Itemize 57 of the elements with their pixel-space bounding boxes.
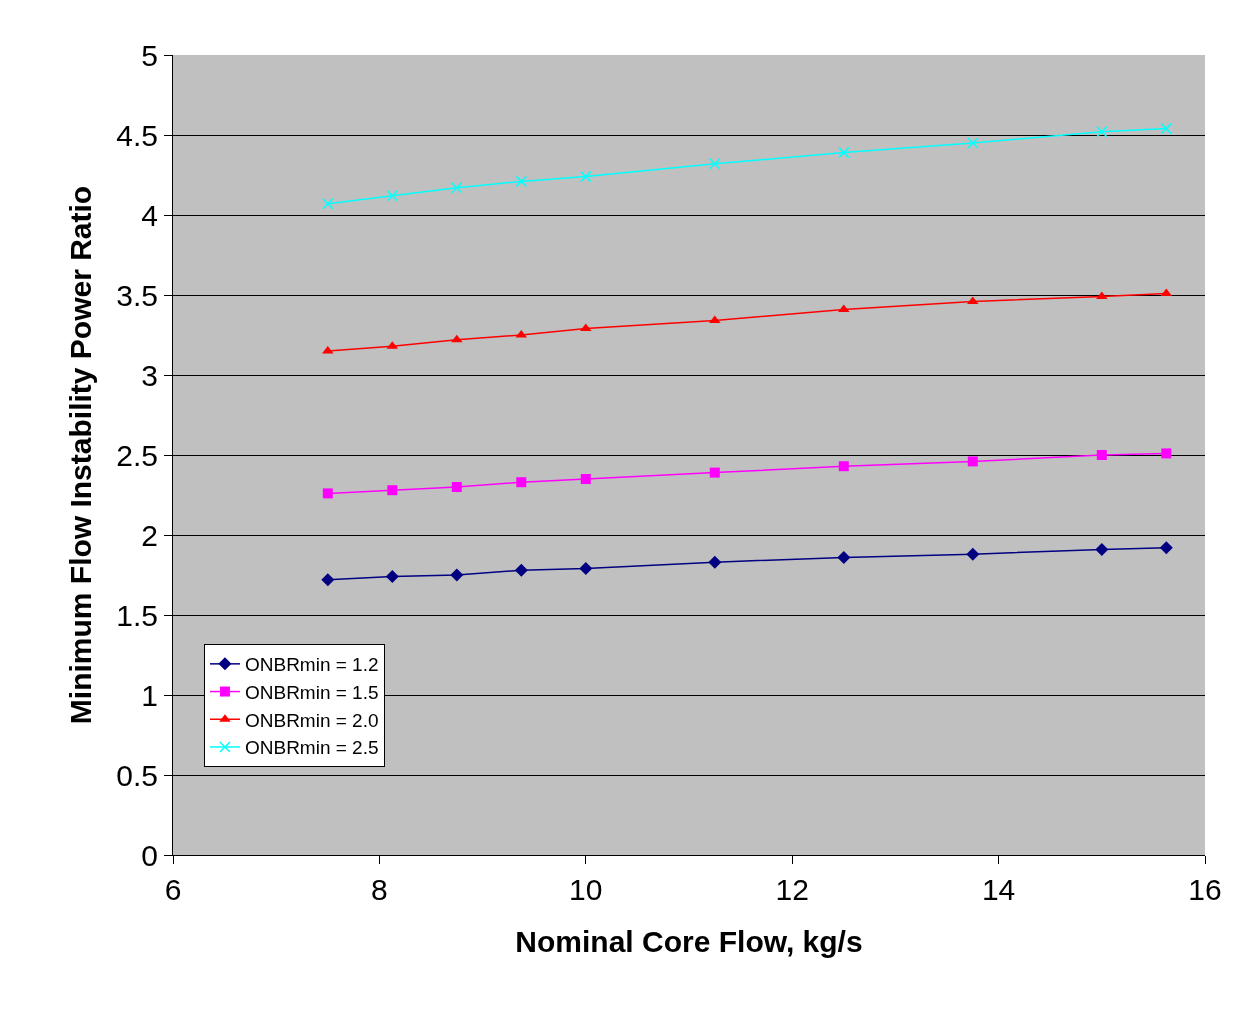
point: [1095, 542, 1109, 556]
x-tick-label: 12: [775, 873, 809, 906]
y-tick-label: 4: [141, 198, 158, 232]
point: [515, 175, 528, 188]
y-tick-label: 4.5: [116, 118, 158, 152]
x-tick-label: 14: [981, 873, 1016, 906]
point: [966, 547, 980, 561]
point: [386, 190, 399, 202]
point: [450, 568, 464, 582]
x-axis-title: Nominal Core Flow, kg/s: [515, 924, 863, 958]
y-tick-label: 0.5: [116, 758, 158, 792]
point: [1159, 541, 1173, 555]
point: [451, 482, 462, 492]
point: [1161, 448, 1172, 459]
point: [580, 323, 592, 332]
point: [516, 477, 527, 488]
point: [709, 315, 721, 324]
y-tick-label: 3: [141, 358, 158, 392]
point: [967, 137, 979, 149]
point: [837, 550, 851, 564]
y-tick-label: 2: [141, 518, 158, 552]
x-tick-label: 8: [371, 873, 388, 906]
point: [838, 146, 850, 159]
point: [579, 562, 593, 576]
point: [451, 182, 463, 194]
legend-label: ONBRmin = 1.5: [244, 681, 379, 703]
point: [708, 555, 722, 569]
legend-label: ONBRmin = 1.2: [244, 654, 379, 676]
point: [385, 570, 399, 584]
y-tick-label: 5: [141, 38, 158, 72]
y-tick-label: 1.5: [116, 598, 158, 632]
point: [967, 456, 978, 467]
y-axis-title: Minimum Flow Instability Power Ratio: [64, 185, 98, 725]
point: [1096, 291, 1108, 300]
legend-label: ONBRmin = 2.0: [244, 709, 379, 731]
point: [514, 563, 528, 577]
y-tick-label: 0: [141, 838, 158, 872]
point: [580, 474, 591, 484]
point: [838, 461, 849, 472]
x-tick-label: 6: [164, 873, 182, 906]
legend-label: ONBRmin = 2.5: [244, 737, 379, 759]
point: [451, 334, 463, 343]
point: [580, 170, 592, 183]
point: [322, 198, 334, 210]
point: [1096, 126, 1108, 138]
x-tick-label: 10: [569, 873, 603, 906]
y-tick-label: 1: [141, 678, 158, 712]
point: [1096, 450, 1107, 460]
point: [321, 573, 335, 587]
point: [322, 488, 333, 499]
y-tick-label: 3.5: [116, 278, 158, 312]
point: [387, 485, 398, 496]
point: [709, 158, 721, 170]
point: [709, 467, 720, 478]
point: [1160, 122, 1173, 135]
x-tick-label: 16: [1188, 873, 1222, 906]
y-tick-label: 2.5: [116, 438, 158, 472]
